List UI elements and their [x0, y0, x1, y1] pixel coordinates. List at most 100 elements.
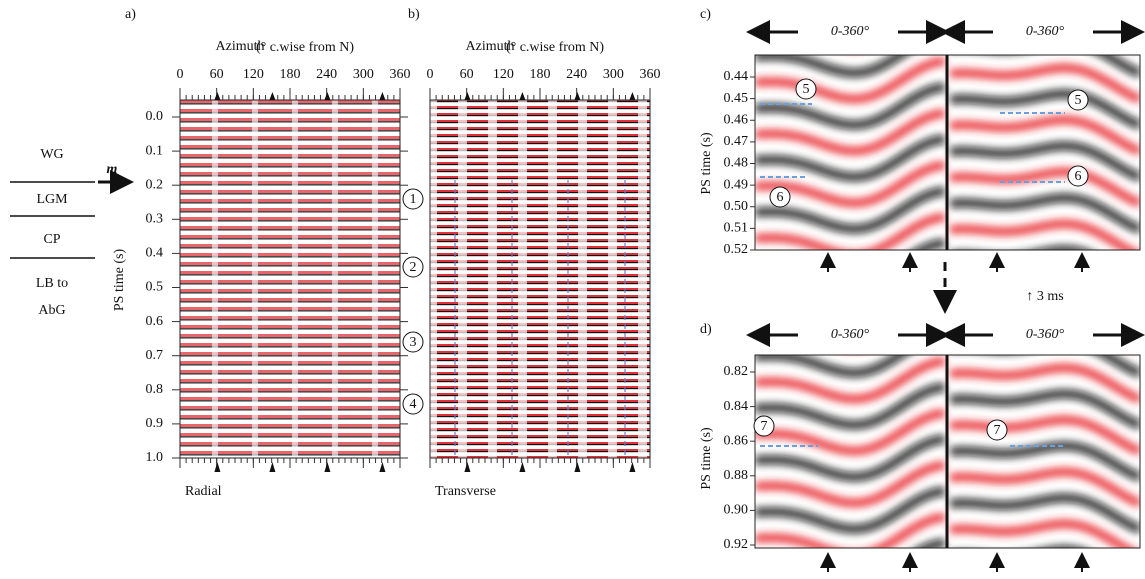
- marker-label: m: [107, 162, 118, 177]
- azimuth-header: 0-360°: [831, 24, 870, 39]
- azimuth-marker: [324, 92, 331, 100]
- azimuth-marker: [519, 462, 526, 472]
- stratum-label: LGM: [36, 192, 68, 207]
- seismic-event: [755, 134, 946, 182]
- x-tick-label: 360: [640, 67, 661, 82]
- seismic-event: [949, 167, 1140, 208]
- y-tick-label: 0.44: [724, 69, 749, 84]
- x-tick-label: 360: [390, 67, 411, 82]
- seismic-event: [755, 486, 946, 534]
- shift-note: ↑ 3 ms: [1026, 289, 1063, 304]
- y-tick-label: 0.45: [724, 91, 749, 106]
- y-tick-label: 0.9: [146, 416, 164, 431]
- event-circle: [795, 78, 817, 100]
- y-tick-label: 0.47: [724, 134, 749, 149]
- x-axis-title: Azimuth: [466, 39, 515, 54]
- event-label: 1: [410, 192, 417, 207]
- seismic-event: [755, 160, 946, 208]
- seismic-event: [755, 460, 946, 508]
- panel-label: b): [408, 7, 420, 22]
- y-tick-label: 0.48: [724, 156, 749, 171]
- event-label: 6: [1075, 169, 1082, 184]
- seismic-event: [1096, 55, 1140, 78]
- y-tick-label: 0.2: [146, 177, 164, 192]
- x-tick-label: 300: [353, 67, 374, 82]
- seismic-event: [1031, 245, 1090, 250]
- seismic-event: [949, 441, 1140, 482]
- x-tick-label: 180: [280, 67, 301, 82]
- x-axis-note: (° c.wise from N): [506, 40, 604, 55]
- seismic-event: [911, 238, 946, 250]
- stratum-label: WG: [40, 147, 63, 162]
- azimuth-marker: [574, 462, 581, 472]
- panel-label: d): [700, 322, 712, 337]
- y-tick-label: 0.46: [724, 112, 749, 127]
- y-axis-title: PS time (s): [699, 132, 714, 195]
- event-label: 2: [410, 260, 417, 275]
- event-circle: [402, 188, 424, 210]
- strata-boundaries: [10, 181, 95, 259]
- x-tick-label: 120: [493, 67, 514, 82]
- seismic-event: [1096, 355, 1140, 378]
- event-circle: [1067, 165, 1089, 187]
- azimuth-marker: [214, 92, 221, 100]
- y-tick-label: 0.3: [146, 212, 164, 227]
- y-tick-label: 0.82: [724, 364, 749, 379]
- x-tick-label: 0: [177, 67, 184, 82]
- seismic-event: [949, 141, 1140, 182]
- panel-label: c): [700, 7, 711, 22]
- azimuth-marker: [324, 462, 331, 472]
- azimuth-marker: [629, 462, 636, 472]
- seismic-event: [949, 415, 1140, 456]
- seismic-event: [755, 108, 946, 156]
- azimuth-marker: [629, 92, 636, 100]
- event-circle: [753, 415, 775, 437]
- x-axis-title: Azimuth: [216, 39, 265, 54]
- seismic-event: [1041, 545, 1084, 548]
- y-tick-label: 0.1: [146, 143, 164, 158]
- y-tick-label: 0.4: [146, 246, 164, 261]
- y-axis-title: PS time (s): [699, 427, 714, 490]
- x-tick-label: 60: [210, 67, 224, 82]
- seismic-event: [755, 56, 946, 104]
- panel-caption: Transverse: [435, 484, 496, 499]
- y-tick-label: 0.86: [724, 433, 749, 448]
- seismic-overlay: [180, 100, 400, 458]
- y-tick-label: 0.6: [146, 314, 164, 329]
- seismic-event: [949, 389, 1140, 430]
- azimuth-marker: [269, 92, 276, 100]
- event-label: 7: [761, 419, 768, 434]
- dashed-guides: [454, 180, 626, 455]
- seismic-event: [755, 382, 946, 430]
- event-label: 5: [803, 82, 810, 97]
- seismic-event: [949, 363, 1140, 404]
- seismic-event: [949, 115, 1140, 156]
- azimuth-marker: [379, 92, 386, 100]
- event-circle: [986, 419, 1008, 441]
- event-label: 6: [777, 190, 784, 205]
- seismic-section: [180, 100, 400, 458]
- panel-label: a): [125, 7, 136, 22]
- stratum-label: LB to: [36, 276, 68, 291]
- y-tick-label: 0.0: [146, 109, 164, 124]
- x-tick-label: 300: [603, 67, 624, 82]
- seismic-event: [755, 186, 946, 234]
- y-tick-label: 0.52: [724, 242, 749, 257]
- event-circle: [402, 256, 424, 278]
- seismic-event: [755, 434, 946, 482]
- seismic-event: [949, 493, 1140, 534]
- seismic-event: [755, 355, 909, 378]
- seismic-event: [755, 212, 946, 250]
- seismic-event: [949, 63, 1140, 104]
- azimuth-marker: [464, 92, 471, 100]
- azimuth-marker: [519, 92, 526, 100]
- stratum-label: CP: [43, 232, 60, 247]
- seismic-event: [755, 512, 946, 548]
- y-tick-label: 0.51: [724, 221, 749, 236]
- seismic-event: [755, 82, 946, 130]
- stratum-label: AbG: [38, 303, 65, 318]
- y-tick-label: 0.8: [146, 382, 164, 397]
- seismic-event: [949, 467, 1140, 508]
- x-tick-label: 120: [243, 67, 264, 82]
